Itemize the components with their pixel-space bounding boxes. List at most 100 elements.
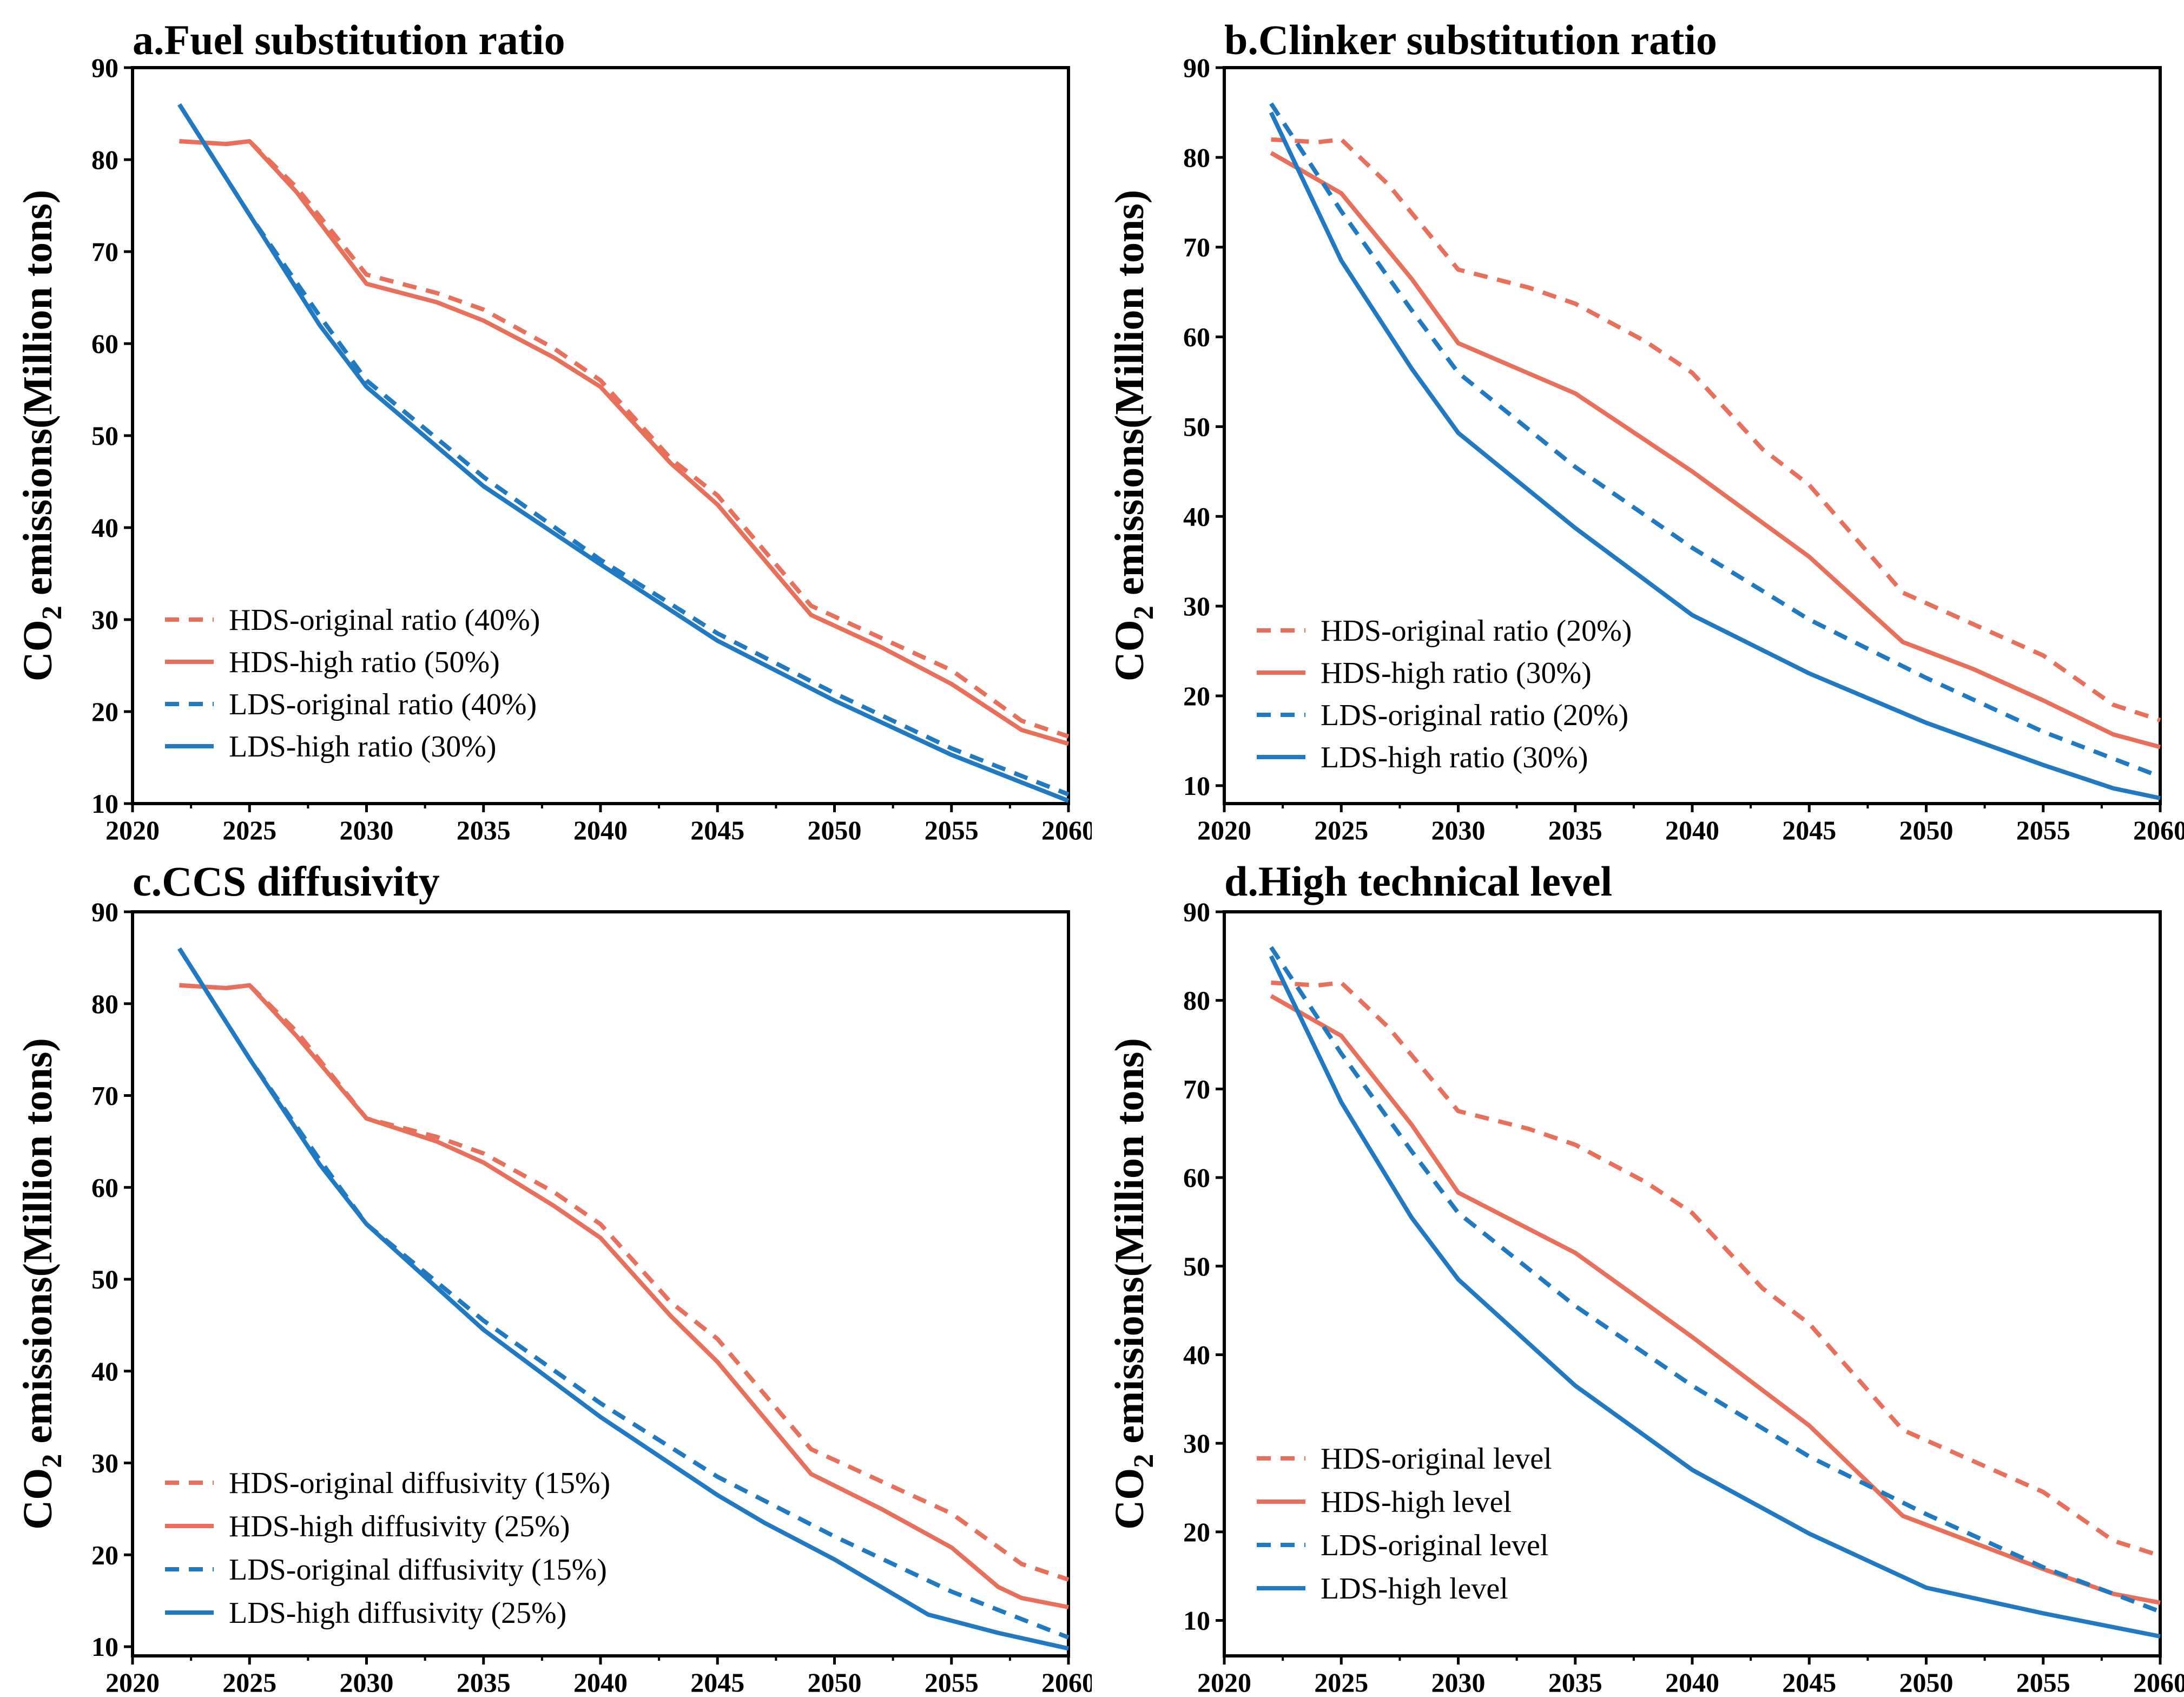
chart-d-y-tick-label: 70	[1183, 1074, 1210, 1104]
chart-d-x-tick-label: 2055	[2016, 1667, 2070, 1694]
chart-c-y-axis-label: CO2 emissions(Million tons)	[15, 1038, 68, 1530]
chart-a-x-tick-label: 2045	[690, 815, 744, 845]
chart-c-legend-label: HDS-original diffusivity (15%)	[229, 1466, 610, 1500]
chart-b-y-axis-label: CO2 emissions(Million tons)	[1107, 190, 1159, 682]
chart-c-plot-frame	[131, 910, 1070, 1657]
chart-a-series-3-line	[177, 103, 1070, 797]
chart-c-x-tick-label: 2030	[340, 1667, 394, 1694]
chart-b-x-tick-label: 2040	[1665, 815, 1719, 845]
chart-a-y-tick-label: 70	[91, 236, 118, 267]
chart-d-y-tick-label: 80	[1183, 985, 1210, 1016]
chart-b-title: b.Clinker substitution ratio	[1224, 16, 1717, 63]
chart-b-x-tick-label: 2020	[1197, 815, 1251, 845]
chart-b-y-tick-label: 60	[1183, 322, 1210, 352]
chart-a-title: a.Fuel substitution ratio	[133, 16, 565, 63]
chart-a-legend-label: HDS-original ratio (40%)	[229, 603, 540, 637]
chart-b-x-tick-label: 2055	[2016, 815, 2070, 845]
chart-d-legend-label: HDS-original level	[1321, 1442, 1552, 1476]
chart-c-y-tick-label: 90	[91, 897, 118, 927]
chart-d-y-tick-label: 30	[1183, 1428, 1210, 1458]
chart-a-y-tick-label: 90	[91, 52, 118, 83]
chart-b-y-tick-label: 40	[1183, 501, 1210, 531]
chart-c-y-tick-label: 70	[91, 1081, 118, 1111]
chart-c-x-tick-label: 2045	[690, 1667, 744, 1694]
chart-a-y-tick-label: 20	[91, 696, 118, 727]
chart-b-x-tick-label: 2035	[1548, 815, 1602, 845]
chart-a-x-tick-label: 2030	[340, 815, 394, 845]
chart-b-y-tick-label: 30	[1183, 591, 1210, 621]
chart-c-x-tick-label: 2040	[573, 1667, 628, 1694]
chart-b-y-tick-label: 80	[1183, 142, 1210, 173]
chart-panel-c: c.CCS diffusivity CO2 emissions(Million t…	[0, 847, 1096, 1697]
chart-a-x-tick-label: 2040	[573, 815, 628, 845]
chart-d-legend-label: HDS-high level	[1321, 1485, 1512, 1519]
chart-d-svg: d.High technical level CO2 emissions(Mill…	[1107, 858, 2184, 1697]
chart-a-series-4-line	[177, 103, 1070, 803]
chart-a-svg: a.Fuel substitution ratio CO2 emissions(M…	[15, 16, 1096, 845]
chart-a-y-tick-label: 40	[91, 512, 118, 543]
chart-b-x-tick-label: 2045	[1782, 815, 1836, 845]
chart-b-legend-label: LDS-original ratio (20%)	[1321, 699, 1628, 732]
chart-c-svg: c.CCS diffusivity CO2 emissions(Million t…	[15, 858, 1096, 1697]
chart-b-legend-label: LDS-high ratio (30%)	[1321, 741, 1588, 774]
chart-b-legend-label: HDS-original ratio (20%)	[1321, 614, 1632, 648]
chart-d-x-tick-label: 2040	[1665, 1667, 1719, 1694]
chart-b-legend-label: HDS-high ratio (30%)	[1321, 656, 1592, 690]
chart-c-legend-label: LDS-high diffusivity (25%)	[229, 1596, 566, 1630]
chart-c-x-tick-label: 2025	[222, 1667, 276, 1694]
chart-c-y-tick-label: 30	[91, 1448, 118, 1478]
chart-a-legend-label: LDS-original ratio (40%)	[229, 688, 537, 721]
chart-c-series-2-line	[179, 983, 1069, 1609]
chart-b-series-4-line	[1269, 111, 2161, 800]
chart-a-y-tick-label: 10	[91, 788, 118, 819]
chart-c-y-tick-label: 80	[91, 989, 118, 1019]
chart-a-x-tick-label: 2020	[105, 815, 160, 845]
chart-d-series-1-line	[1271, 981, 2161, 1558]
chart-d-x-tick-label: 2060	[2133, 1667, 2184, 1694]
chart-panel-b: b.Clinker substitution ratio CO2 emission…	[1092, 0, 2184, 847]
chart-b-series-3-line	[1269, 102, 2161, 779]
chart-d-x-tick-label: 2035	[1548, 1667, 1602, 1694]
chart-c-x-tick-label: 2055	[925, 1667, 979, 1694]
chart-b-y-tick-label: 90	[1183, 52, 1210, 83]
chart-a-y-tick-label: 30	[91, 604, 118, 635]
chart-c-y-tick-label: 10	[91, 1632, 118, 1662]
chart-d-x-tick-label: 2030	[1431, 1667, 1486, 1694]
chart-b-y-tick-label: 20	[1183, 681, 1210, 711]
chart-c-legend-label: LDS-original diffusivity (15%)	[229, 1553, 607, 1587]
chart-a-x-tick-label: 2050	[808, 815, 862, 845]
chart-b-y-tick-label: 50	[1183, 411, 1210, 442]
chart-d-y-tick-label: 60	[1183, 1162, 1210, 1193]
chart-a-series-2-line	[179, 139, 1070, 746]
chart-a-legend-label: HDS-high ratio (50%)	[229, 646, 500, 679]
chart-a-y-tick-label: 50	[91, 420, 118, 451]
chart-b-plot-frame	[1223, 66, 2162, 805]
chart-a-y-tick-label: 60	[91, 328, 118, 359]
chart-d-y-tick-label: 20	[1183, 1517, 1210, 1547]
chart-c-legend-label: HDS-high diffusivity (25%)	[229, 1510, 570, 1543]
chart-a-legend-label: LDS-high ratio (30%)	[229, 730, 497, 764]
chart-c-x-tick-label: 2050	[808, 1667, 862, 1694]
chart-c-title: c.CCS diffusivity	[133, 858, 440, 905]
chart-c-y-tick-label: 20	[91, 1540, 118, 1570]
chart-b-y-tick-label: 10	[1183, 771, 1210, 801]
chart-c-x-tick-label: 2020	[105, 1667, 160, 1694]
chart-d-x-tick-label: 2050	[1899, 1667, 1954, 1694]
chart-c-series-4-line	[177, 947, 1069, 1651]
chart-b-series-1-line	[1271, 137, 2161, 722]
chart-a-x-tick-label: 2025	[222, 815, 276, 845]
chart-a-y-tick-label: 80	[91, 144, 118, 175]
chart-d-title: d.High technical level	[1224, 858, 1612, 905]
chart-d-y-axis-label: CO2 emissions(Million tons)	[1107, 1038, 1159, 1530]
chart-b-x-tick-label: 2060	[2133, 815, 2184, 845]
chart-panel-a: a.Fuel substitution ratio CO2 emissions(M…	[0, 0, 1096, 847]
chart-d-y-tick-label: 10	[1183, 1606, 1210, 1636]
chart-d-series-4-line	[1269, 955, 2161, 1639]
chart-b-x-tick-label: 2030	[1431, 815, 1486, 845]
chart-a-x-tick-label: 2035	[457, 815, 511, 845]
chart-c-y-tick-label: 40	[91, 1356, 118, 1386]
chart-panel-d: d.High technical level CO2 emissions(Mill…	[1092, 847, 2184, 1697]
chart-d-y-tick-label: 90	[1183, 897, 1210, 927]
chart-d-y-tick-label: 40	[1183, 1339, 1210, 1370]
chart-c-x-tick-label: 2035	[457, 1667, 511, 1694]
